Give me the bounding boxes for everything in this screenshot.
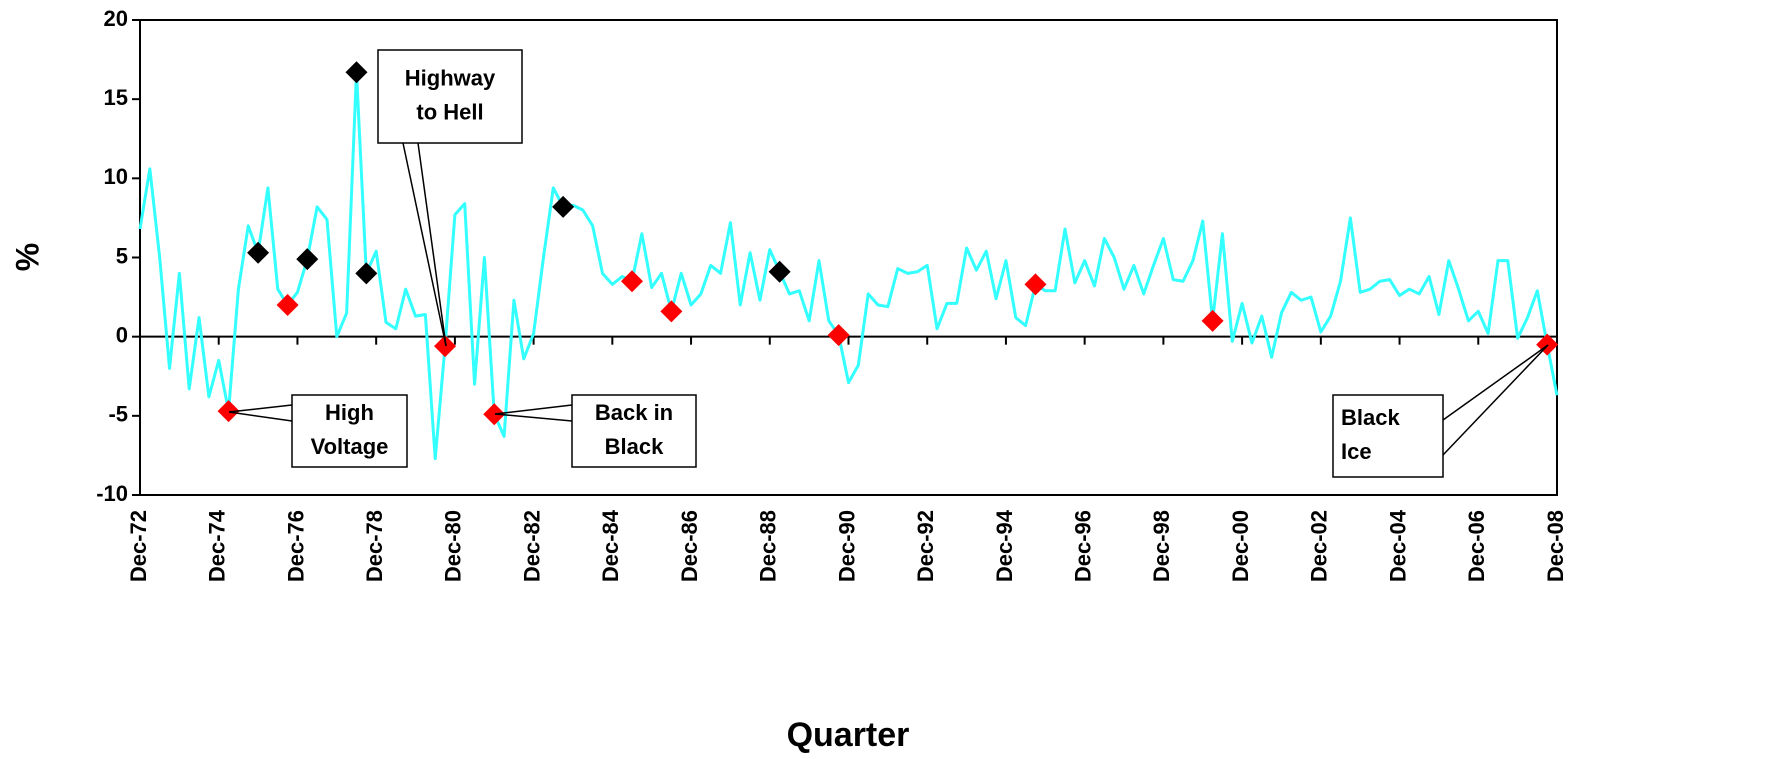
marker bbox=[1024, 273, 1047, 296]
marker bbox=[276, 294, 299, 316]
x-tick-label: Dec-80 bbox=[441, 510, 466, 582]
y-tick-label: -10 bbox=[96, 481, 128, 506]
y-axis-title: % bbox=[9, 243, 45, 271]
callout-text: Back in bbox=[595, 400, 673, 425]
x-tick-label: Dec-08 bbox=[1543, 510, 1568, 582]
callout-text: Voltage bbox=[311, 434, 389, 459]
y-tick-label: 0 bbox=[116, 322, 128, 347]
marker bbox=[217, 400, 240, 423]
x-tick-label: Dec-72 bbox=[126, 510, 151, 582]
callout-text: High bbox=[325, 400, 374, 425]
y-tick-label: 20 bbox=[104, 6, 128, 31]
x-tick-label: Dec-92 bbox=[913, 510, 938, 582]
callout-pointer bbox=[1442, 344, 1549, 421]
marker bbox=[552, 195, 575, 218]
x-tick-label: Dec-00 bbox=[1228, 510, 1253, 582]
x-tick-label: Dec-74 bbox=[205, 509, 230, 582]
x-tick-label: Dec-82 bbox=[519, 510, 544, 582]
marker bbox=[1201, 309, 1224, 332]
marker bbox=[355, 262, 378, 285]
marker bbox=[345, 61, 368, 84]
x-tick-label: Dec-86 bbox=[677, 510, 702, 582]
y-tick-label: 15 bbox=[104, 85, 128, 110]
callout-pointer bbox=[494, 413, 573, 422]
callout-text: Black bbox=[1341, 405, 1400, 430]
x-tick-label: Dec-84 bbox=[598, 509, 623, 582]
y-tick-label: -5 bbox=[108, 402, 128, 427]
callout-box bbox=[1332, 394, 1444, 478]
x-tick-label: Dec-76 bbox=[283, 510, 308, 582]
y-tick-label: 5 bbox=[116, 243, 128, 268]
marker bbox=[660, 300, 683, 323]
marker bbox=[768, 260, 791, 283]
callout-box bbox=[571, 394, 697, 468]
callout-text: to Hell bbox=[416, 99, 483, 124]
x-tick-label: Dec-04 bbox=[1385, 509, 1410, 582]
callout-pointer bbox=[402, 142, 447, 347]
callout-text: Black bbox=[605, 434, 664, 459]
x-tick-label: Dec-90 bbox=[834, 510, 859, 582]
marker bbox=[434, 335, 457, 358]
x-axis-title: Quarter bbox=[787, 716, 910, 754]
x-tick-label: Dec-06 bbox=[1464, 510, 1489, 582]
callout-pointer bbox=[494, 404, 573, 415]
callout-pointer bbox=[417, 142, 447, 347]
callout-pointer bbox=[228, 404, 293, 413]
marker bbox=[296, 248, 319, 271]
series-line bbox=[138, 70, 1559, 461]
callout-pointer bbox=[228, 411, 293, 422]
callout-pointer bbox=[1442, 344, 1549, 456]
marker bbox=[827, 324, 850, 347]
marker bbox=[621, 270, 644, 293]
callout-text: Highway bbox=[405, 65, 496, 90]
x-tick-label: Dec-02 bbox=[1307, 510, 1332, 582]
x-tick-label: Dec-94 bbox=[992, 509, 1017, 582]
callout-text: Ice bbox=[1341, 439, 1372, 464]
callout-box bbox=[377, 49, 523, 144]
callout-box bbox=[291, 394, 408, 468]
x-tick-label: Dec-96 bbox=[1070, 510, 1095, 582]
marker bbox=[483, 403, 506, 426]
x-tick-label: Dec-88 bbox=[756, 510, 781, 582]
y-tick-label: 10 bbox=[104, 164, 128, 189]
x-tick-label: Dec-98 bbox=[1149, 510, 1174, 582]
marker bbox=[247, 241, 270, 264]
x-tick-label: Dec-78 bbox=[362, 510, 387, 582]
